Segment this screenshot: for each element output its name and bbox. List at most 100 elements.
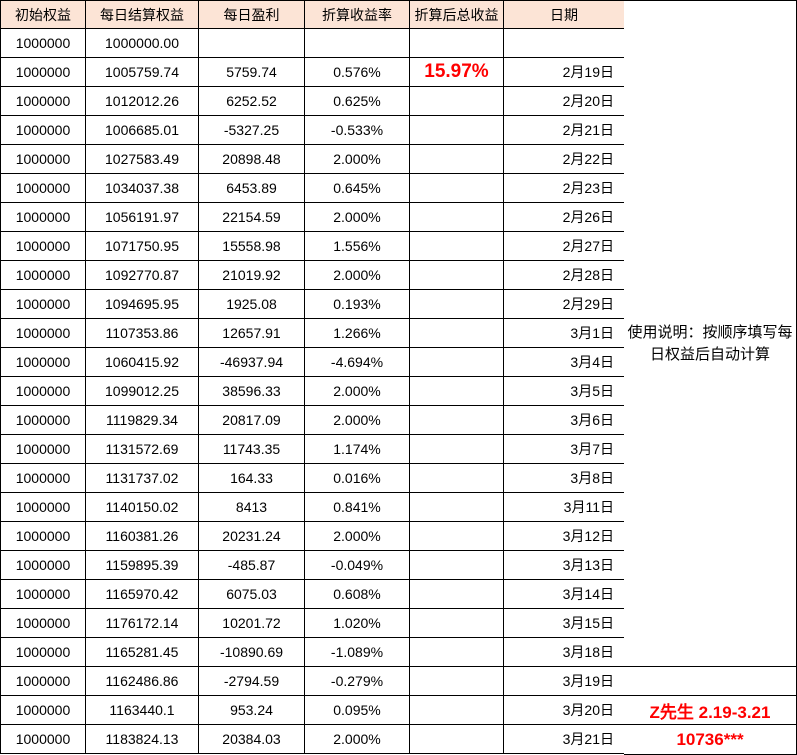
- cell-settled-equity[interactable]: 1107353.86: [85, 318, 199, 348]
- cell-daily-profit[interactable]: -2794.59: [198, 666, 305, 696]
- cell-total-return[interactable]: [409, 463, 504, 493]
- cell-initial-equity[interactable]: 1000000: [0, 521, 86, 551]
- cell-daily-profit[interactable]: 15558.98: [198, 231, 305, 261]
- cell-total-return[interactable]: [409, 695, 504, 725]
- cell-settled-equity[interactable]: 1160381.26: [85, 521, 199, 551]
- cell-initial-equity[interactable]: 1000000: [0, 231, 86, 261]
- cell-total-return[interactable]: [409, 318, 504, 348]
- cell-daily-profit[interactable]: 6252.52: [198, 86, 305, 116]
- cell-settled-equity[interactable]: 1056191.97: [85, 202, 199, 232]
- cell-settled-equity[interactable]: 1119829.34: [85, 405, 199, 435]
- cell-initial-equity[interactable]: 1000000: [0, 724, 86, 754]
- cell-daily-profit[interactable]: 20231.24: [198, 521, 305, 551]
- cell-initial-equity[interactable]: 1000000: [0, 260, 86, 290]
- cell-total-return[interactable]: [409, 376, 504, 406]
- cell-settled-equity[interactable]: 1183824.13: [85, 724, 199, 754]
- cell-total-return[interactable]: [409, 579, 504, 609]
- cell-date[interactable]: [503, 28, 625, 58]
- cell-date[interactable]: 3月11日: [503, 492, 625, 522]
- cell-total-return[interactable]: [409, 666, 504, 696]
- cell-total-return[interactable]: [409, 289, 504, 319]
- cell-daily-profit[interactable]: -5327.25: [198, 115, 305, 145]
- cell-settled-equity[interactable]: 1071750.95: [85, 231, 199, 261]
- cell-return-rate[interactable]: 1.556%: [304, 231, 410, 261]
- cell-total-return[interactable]: [409, 86, 504, 116]
- cell-date[interactable]: 3月18日: [503, 637, 625, 667]
- cell-initial-equity[interactable]: 1000000: [0, 173, 86, 203]
- cell-settled-equity[interactable]: 1140150.02: [85, 492, 199, 522]
- cell-date[interactable]: 2月21日: [503, 115, 625, 145]
- column-header[interactable]: 日期: [503, 0, 625, 29]
- cell-initial-equity[interactable]: 1000000: [0, 57, 86, 87]
- cell-return-rate[interactable]: 1.020%: [304, 608, 410, 638]
- cell-daily-profit[interactable]: -485.87: [198, 550, 305, 580]
- cell-date[interactable]: 3月7日: [503, 434, 625, 464]
- cell-total-return[interactable]: [409, 434, 504, 464]
- cell-initial-equity[interactable]: 1000000: [0, 86, 86, 116]
- cell-daily-profit[interactable]: 20898.48: [198, 144, 305, 174]
- cell-date[interactable]: 2月19日: [503, 57, 625, 87]
- cell-return-rate[interactable]: -0.533%: [304, 115, 410, 145]
- cell-return-rate[interactable]: 0.095%: [304, 695, 410, 725]
- cell-initial-equity[interactable]: 1000000: [0, 608, 86, 638]
- cell-initial-equity[interactable]: 1000000: [0, 202, 86, 232]
- cell-daily-profit[interactable]: [198, 28, 305, 58]
- cell-daily-profit[interactable]: 20384.03: [198, 724, 305, 754]
- cell-date[interactable]: 2月26日: [503, 202, 625, 232]
- cell-return-rate[interactable]: 2.000%: [304, 405, 410, 435]
- cell-settled-equity[interactable]: 1176172.14: [85, 608, 199, 638]
- cell-total-return[interactable]: [409, 115, 504, 145]
- cell-daily-profit[interactable]: 21019.92: [198, 260, 305, 290]
- cell-daily-profit[interactable]: 6075.03: [198, 579, 305, 609]
- cell-total-return[interactable]: [409, 724, 504, 754]
- cell-initial-equity[interactable]: 1000000: [0, 28, 86, 58]
- cell-settled-equity[interactable]: 1099012.25: [85, 376, 199, 406]
- cell-return-rate[interactable]: 2.000%: [304, 202, 410, 232]
- cell-settled-equity[interactable]: 1092770.87: [85, 260, 199, 290]
- column-header[interactable]: 每日盈利: [198, 0, 305, 29]
- cell-initial-equity[interactable]: 1000000: [0, 289, 86, 319]
- cell-total-return[interactable]: [409, 28, 504, 58]
- cell-settled-equity[interactable]: 1027583.49: [85, 144, 199, 174]
- cell-total-return[interactable]: [409, 231, 504, 261]
- cell-date[interactable]: 3月13日: [503, 550, 625, 580]
- cell-settled-equity[interactable]: 1162486.86: [85, 666, 199, 696]
- cell-date[interactable]: 2月23日: [503, 173, 625, 203]
- cell-return-rate[interactable]: [304, 28, 410, 58]
- cell-date[interactable]: 3月19日: [503, 666, 625, 696]
- cell-date[interactable]: 3月12日: [503, 521, 625, 551]
- cell-daily-profit[interactable]: 6453.89: [198, 173, 305, 203]
- column-header[interactable]: 每日结算权益: [85, 0, 199, 29]
- cell-settled-equity[interactable]: 1165970.42: [85, 579, 199, 609]
- column-header[interactable]: 折算后总收益: [409, 0, 504, 29]
- cell-return-rate[interactable]: 0.625%: [304, 86, 410, 116]
- cell-initial-equity[interactable]: 1000000: [0, 550, 86, 580]
- column-header[interactable]: 折算收益率: [304, 0, 410, 29]
- cell-initial-equity[interactable]: 1000000: [0, 492, 86, 522]
- cell-date[interactable]: 2月29日: [503, 289, 625, 319]
- cell-date[interactable]: 2月22日: [503, 144, 625, 174]
- cell-initial-equity[interactable]: 1000000: [0, 637, 86, 667]
- cell-return-rate[interactable]: 0.193%: [304, 289, 410, 319]
- cell-date[interactable]: 3月4日: [503, 347, 625, 377]
- cell-initial-equity[interactable]: 1000000: [0, 405, 86, 435]
- cell-initial-equity[interactable]: 1000000: [0, 347, 86, 377]
- cell-date[interactable]: 3月14日: [503, 579, 625, 609]
- cell-return-rate[interactable]: 2.000%: [304, 144, 410, 174]
- cell-settled-equity[interactable]: 1159895.39: [85, 550, 199, 580]
- cell-total-return[interactable]: [409, 521, 504, 551]
- cell-return-rate[interactable]: -4.694%: [304, 347, 410, 377]
- cell-return-rate[interactable]: 0.645%: [304, 173, 410, 203]
- cell-return-rate[interactable]: 0.841%: [304, 492, 410, 522]
- cell-settled-equity[interactable]: 1034037.38: [85, 173, 199, 203]
- cell-initial-equity[interactable]: 1000000: [0, 115, 86, 145]
- cell-return-rate[interactable]: 0.576%: [304, 57, 410, 87]
- cell-total-return[interactable]: [409, 608, 504, 638]
- cell-settled-equity[interactable]: 1131572.69: [85, 434, 199, 464]
- cell-initial-equity[interactable]: 1000000: [0, 318, 86, 348]
- trader-cell[interactable]: Z先生 2.19-3.21: [624, 695, 796, 724]
- cell-return-rate[interactable]: 2.000%: [304, 724, 410, 754]
- cell-total-return[interactable]: [409, 637, 504, 667]
- cell-return-rate[interactable]: 1.266%: [304, 318, 410, 348]
- account-cell[interactable]: 10736***: [624, 724, 796, 754]
